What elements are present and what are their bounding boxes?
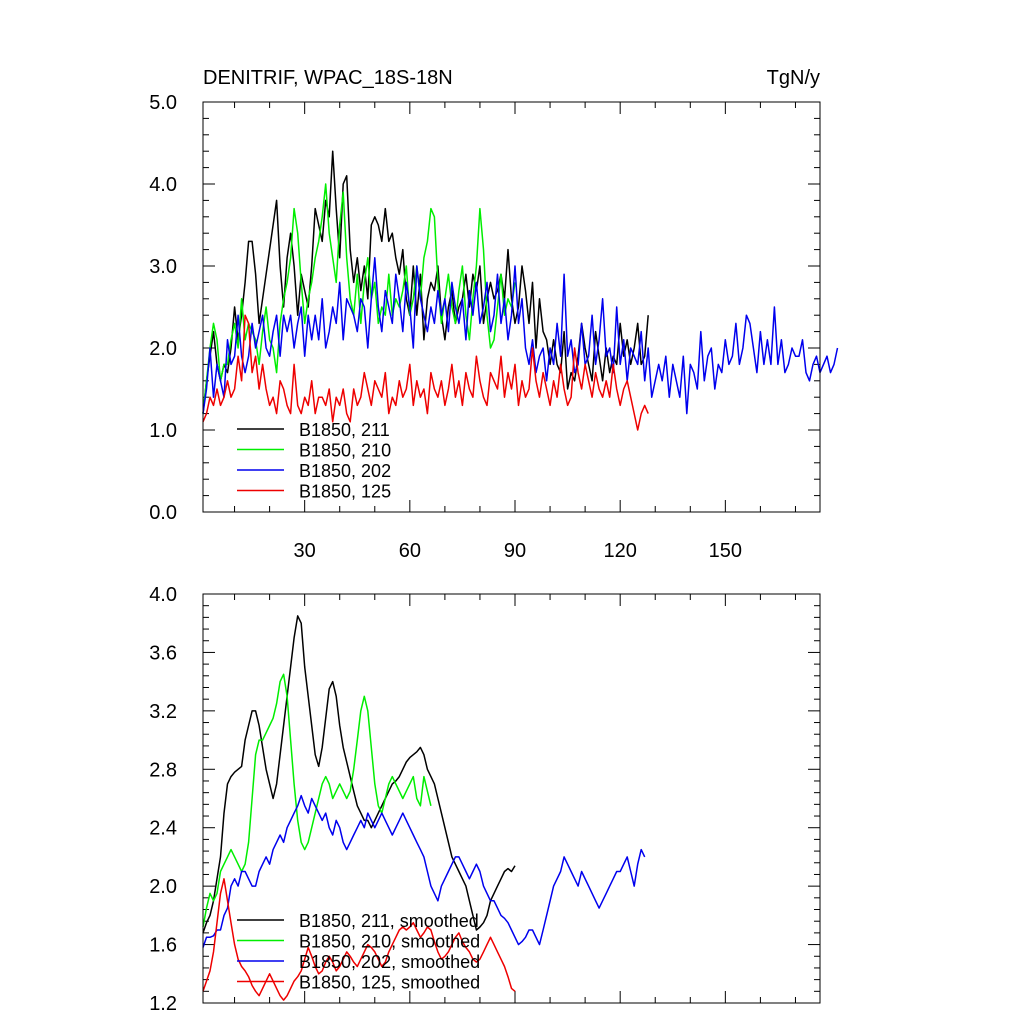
legend-label: B1850, 211, smoothed (299, 911, 479, 931)
y-tick-label: 1.0 (149, 420, 177, 442)
y-tick-label: 1.2 (149, 993, 177, 1015)
bottom-y-tick-labels: 1.2 1.6 2.0 2.4 2.8 3.2 3.6 4.0 (149, 584, 177, 1015)
y-tick-label: 2.0 (149, 876, 177, 898)
x-tick-label: 30 (294, 540, 316, 562)
y-tick-label: 5.0 (149, 92, 177, 114)
top-plot-frame (202, 101, 821, 513)
x-tick-label: 90 (504, 540, 526, 562)
x-tick-label: 120 (603, 540, 636, 562)
x-tick-label: 60 (399, 540, 421, 562)
legend-label: B1850, 211 (299, 420, 390, 440)
series-line-3 (202, 878, 516, 1001)
series-line-0 (202, 615, 516, 934)
bottom-panel: 1.2 1.6 2.0 2.4 2.8 3.2 3.6 4.0 B1850, 211, smo… (149, 584, 821, 1015)
series-line-0 (202, 150, 649, 414)
y-tick-label: 3.2 (149, 701, 177, 723)
legend-label: B1850, 210, smoothed (299, 932, 480, 952)
y-tick-label: 2.0 (149, 338, 177, 360)
series-line-1 (202, 183, 516, 414)
series-line-2 (202, 257, 839, 415)
top-series-lines (202, 150, 839, 431)
legend-label: B1850, 202 (299, 461, 391, 481)
series-line-1 (202, 673, 432, 928)
bottom-plot-frame (202, 593, 821, 1004)
y-tick-label: 4.0 (149, 584, 177, 606)
units-label: TgN/y (767, 67, 820, 89)
legend-label: B1850, 202, smoothed (299, 952, 480, 972)
y-tick-label: 4.0 (149, 174, 177, 196)
bottom-axis-ticks (203, 593, 820, 1004)
y-tick-label: 3.6 (149, 642, 177, 664)
y-tick-label: 2.8 (149, 759, 177, 781)
top-y-tick-labels: 0.0 1.0 2.0 3.0 4.0 5.0 (149, 92, 177, 524)
bottom-series-lines (202, 615, 646, 1001)
y-tick-label: 1.6 (149, 935, 177, 957)
top-panel: DENITRIF, WPAC_18S-18N TgN/y 0.0 1.0 2.0 3.… (149, 67, 839, 562)
top-x-tick-labels: 30 60 90 120 150 (294, 540, 742, 562)
series-line-3 (202, 314, 649, 431)
legend-label: B1850, 125 (299, 482, 391, 502)
legend-label: B1850, 210 (299, 441, 391, 461)
y-tick-label: 2.4 (149, 818, 177, 840)
y-tick-label: 3.0 (149, 256, 177, 278)
series-line-2 (202, 794, 646, 948)
legend-label: B1850, 125, smoothed (299, 973, 480, 993)
y-tick-label: 0.0 (149, 502, 177, 524)
chart-title: DENITRIF, WPAC_18S-18N (203, 67, 453, 89)
x-tick-label: 150 (709, 540, 742, 562)
